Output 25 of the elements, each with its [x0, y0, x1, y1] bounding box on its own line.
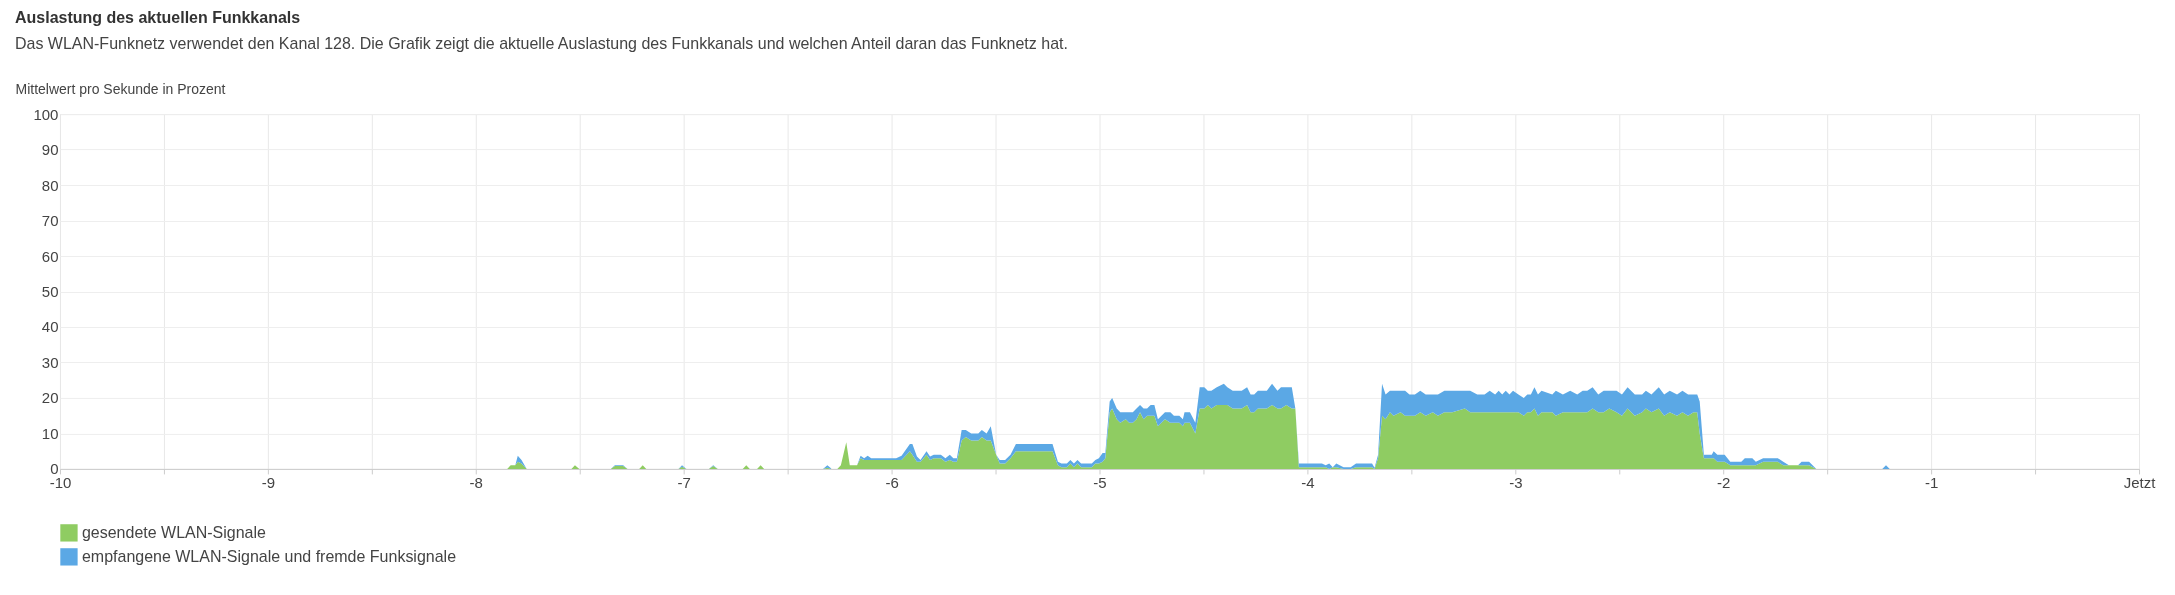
x-tick-label: -6: [885, 474, 899, 492]
y-tick-label: 30: [41, 353, 59, 371]
chart-title: Auslastung des aktuellen Funkkanals: [14, 9, 301, 27]
y-tick-label: 80: [41, 176, 59, 194]
x-tick-label: -1: [1924, 474, 1939, 492]
x-tick-label: -7: [677, 474, 691, 492]
x-tick-label: Jetzt: [2123, 474, 2157, 492]
y-tick-label: 10: [41, 424, 59, 442]
x-tick-label: -2: [1717, 474, 1731, 492]
x-tick-label: -3: [1509, 474, 1523, 492]
chart-subtitle: Das WLAN-Funknetz verwendet den Kanal 128. Die Grafik zeigt die aktuelle Auslastung des Funkkanals und welchen Anteil daran das Funknetz hat.: [14, 35, 1068, 53]
legend-label: gesendete WLAN-Signale: [81, 523, 266, 541]
x-tick-label: -5: [1093, 474, 1107, 492]
x-tick-label: -9: [261, 474, 276, 492]
y-tick-label: 90: [41, 141, 59, 159]
y-tick-label: 20: [41, 389, 59, 407]
y-tick-label: 70: [41, 212, 59, 230]
x-tick-label: -8: [469, 474, 483, 492]
legend-label: empfangene WLAN-Signale und fremde Funksignale: [81, 547, 457, 565]
y-tick-label: 100: [33, 105, 59, 123]
y-axis-title: Mittelwert pro Sekunde in Prozent: [15, 80, 226, 97]
x-tick-label: -4: [1301, 474, 1315, 492]
y-tick-label: 60: [41, 247, 59, 265]
y-tick-label: 40: [41, 318, 59, 336]
y-tick-label: 50: [41, 282, 59, 300]
